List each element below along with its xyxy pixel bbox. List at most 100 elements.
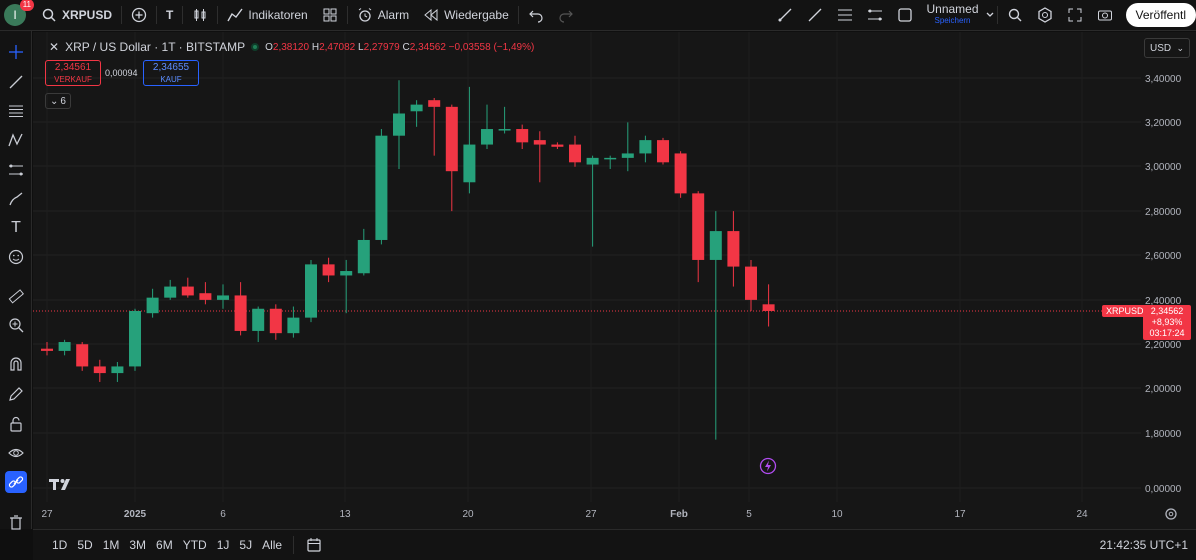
price-axis[interactable]: 3,40000 3,20000 3,00000 2,80000 2,60000 2,400… xyxy=(1145,74,1182,495)
stay-drawing-tool[interactable] xyxy=(5,383,27,405)
delete-tool[interactable] xyxy=(5,511,27,533)
top-toolbar: I 11 XRPUSD T Indikatoren Alarm Wiederga… xyxy=(0,0,1196,31)
timeframe-3m[interactable]: 3M xyxy=(129,538,147,552)
chevron-down-icon: ⌄ xyxy=(50,95,59,107)
forecast-tool[interactable] xyxy=(5,159,27,181)
candle-body xyxy=(709,231,722,260)
text-tool[interactable]: T xyxy=(5,217,27,239)
timeframe-1m[interactable]: 1M xyxy=(102,538,120,552)
chevron-down-icon: ⌄ xyxy=(1176,42,1184,53)
symbol-price-tag: XRPUSD xyxy=(1102,305,1148,317)
symbol-search[interactable]: XRPUSD xyxy=(34,0,119,31)
hide-tool[interactable] xyxy=(5,442,27,464)
y-tick-label: 0,00000 xyxy=(1145,484,1182,495)
crosshair-tool[interactable] xyxy=(5,41,27,63)
compare-button[interactable] xyxy=(124,0,154,31)
zoom-in-icon xyxy=(9,318,24,333)
brush-tool[interactable] xyxy=(5,188,27,210)
candle-body xyxy=(393,113,405,136)
candle xyxy=(674,151,687,198)
line-tool[interactable] xyxy=(5,71,27,93)
candles-icon xyxy=(194,9,206,21)
chart-pane[interactable]: 3,40000 3,20000 3,00000 2,80000 2,60000 2,400… xyxy=(33,32,1196,529)
layout-name[interactable]: Unnamed Speichern xyxy=(920,3,984,26)
candle-body xyxy=(217,295,229,300)
snapshot-button[interactable] xyxy=(1090,0,1120,31)
replay-label: Wiedergabe xyxy=(444,8,509,22)
candle-body xyxy=(129,310,141,367)
timeframe-1j[interactable]: 1J xyxy=(216,538,230,552)
quick-search-button[interactable] xyxy=(1000,0,1030,31)
camera-icon xyxy=(1097,10,1112,21)
close-legend-icon[interactable]: ✕ xyxy=(49,40,60,54)
link-icon xyxy=(8,476,24,488)
indicator-collapse-button[interactable]: ⌄ 6 xyxy=(45,93,71,109)
interval-button[interactable]: T xyxy=(166,8,174,22)
timeframe-1d[interactable]: 1D xyxy=(52,538,68,552)
pattern-tool[interactable] xyxy=(5,129,27,151)
chart-type-button[interactable] xyxy=(185,0,215,31)
timeframe-list: 1D 5D 1M 3M 6M YTD 1J 5J Alle xyxy=(47,538,287,552)
tradingview-logo[interactable] xyxy=(49,477,75,496)
publish-button[interactable]: Veröffentl xyxy=(1125,3,1196,27)
timeframe-5j[interactable]: 5J xyxy=(239,538,253,552)
y-tick-label: 2,20000 xyxy=(1145,340,1182,351)
candle-body xyxy=(445,106,458,172)
currency-select[interactable]: USD ⌄ xyxy=(1144,38,1190,58)
timeframe-6m[interactable]: 6M xyxy=(156,538,173,552)
rewind-icon xyxy=(424,8,438,22)
ruler-tool[interactable] xyxy=(5,285,27,307)
magnet-tool[interactable] xyxy=(5,353,27,375)
sync-tool[interactable] xyxy=(5,471,27,493)
emoji-tool[interactable] xyxy=(5,246,27,268)
axis-settings-icon[interactable] xyxy=(1164,507,1178,521)
undo-button[interactable] xyxy=(521,0,551,31)
rectangle-tool[interactable] xyxy=(890,0,920,31)
candle-body xyxy=(533,140,546,145)
channel-tool[interactable] xyxy=(860,0,890,31)
instrument-title[interactable]: XRP / US Dollar · 1T · BITSTAMP xyxy=(65,40,246,54)
x-tick-label: 2025 xyxy=(124,509,147,520)
candle xyxy=(164,279,177,300)
pencil-lock-icon xyxy=(9,387,23,401)
fullscreen-button[interactable] xyxy=(1060,0,1090,31)
events-lightning-icon[interactable] xyxy=(759,457,777,475)
buy-button[interactable]: 2,34655 KAUF xyxy=(143,60,199,86)
indicators-button[interactable]: Indikatoren xyxy=(220,0,314,31)
trend-line-icon xyxy=(778,8,792,22)
x-tick-label: 20 xyxy=(462,509,474,520)
user-avatar[interactable]: I 11 xyxy=(4,0,34,26)
clock[interactable]: 21:42:35 UTC+1 xyxy=(1099,538,1188,552)
chevron-down-icon[interactable] xyxy=(985,7,995,23)
eye-icon xyxy=(8,448,24,458)
y-tick-label: 1,80000 xyxy=(1145,429,1182,440)
date-range-icon[interactable] xyxy=(306,537,322,553)
candle-body xyxy=(604,157,617,160)
fib-tool[interactable] xyxy=(830,0,860,31)
candle-body xyxy=(762,304,775,311)
smiley-icon xyxy=(8,249,24,265)
ray-tool[interactable] xyxy=(800,0,830,31)
zoom-tool[interactable] xyxy=(5,314,27,336)
redo-button[interactable] xyxy=(551,0,581,31)
settings-button[interactable] xyxy=(1030,0,1060,31)
timeframe-5d[interactable]: 5D xyxy=(77,538,93,552)
lock-tool[interactable] xyxy=(5,413,27,435)
notification-badge: 11 xyxy=(19,0,34,11)
market-status-icon xyxy=(251,43,260,51)
layouts-button[interactable] xyxy=(315,0,345,31)
trend-line-tool[interactable] xyxy=(770,0,800,31)
x-tick-label: Feb xyxy=(670,509,688,520)
fib-tool-left[interactable] xyxy=(5,100,27,122)
replay-button[interactable]: Wiedergabe xyxy=(416,0,516,31)
candle xyxy=(129,308,141,371)
timeframe-alle[interactable]: Alle xyxy=(262,538,283,552)
timeframe-ytd[interactable]: YTD xyxy=(182,538,207,552)
alarm-button[interactable]: Alarm xyxy=(350,0,416,31)
sell-button[interactable]: 2,34561 VERKAUF xyxy=(45,60,101,86)
x-tick-label: 10 xyxy=(831,509,843,520)
y-tick-label: 3,40000 xyxy=(1145,74,1182,85)
candlestick-chart[interactable]: 3,40000 3,20000 3,00000 2,80000 2,60000 2,400… xyxy=(33,32,1196,529)
candle xyxy=(41,342,53,356)
time-axis[interactable]: 27 2025 6 13 20 27 Feb 5 10 17 24 xyxy=(41,509,1088,520)
